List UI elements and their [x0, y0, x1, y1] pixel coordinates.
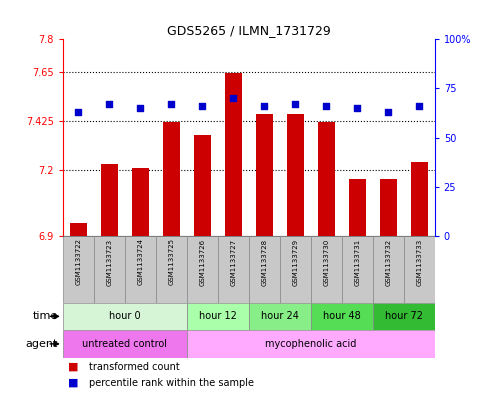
Point: [229, 95, 237, 101]
Text: GSM1133731: GSM1133731: [354, 239, 360, 286]
Bar: [411, 162, 428, 236]
Bar: [63, 236, 94, 303]
Text: agent: agent: [26, 339, 58, 349]
Bar: [404, 236, 435, 303]
Bar: [280, 236, 311, 303]
Text: mycophenolic acid: mycophenolic acid: [265, 339, 356, 349]
Bar: [187, 303, 249, 330]
Point: [136, 105, 144, 111]
Bar: [256, 114, 273, 236]
Bar: [380, 179, 397, 236]
Bar: [187, 236, 218, 303]
Bar: [225, 73, 242, 236]
Bar: [349, 179, 366, 236]
Point: [105, 101, 113, 107]
Bar: [218, 236, 249, 303]
Text: hour 48: hour 48: [323, 311, 361, 321]
Text: GSM1133729: GSM1133729: [292, 239, 298, 286]
Text: GSM1133733: GSM1133733: [416, 239, 422, 286]
Text: untreated control: untreated control: [82, 339, 167, 349]
Bar: [287, 114, 304, 236]
Text: time: time: [33, 311, 58, 321]
Bar: [311, 303, 373, 330]
Bar: [101, 164, 118, 236]
Text: GSM1133726: GSM1133726: [199, 239, 205, 286]
Bar: [94, 236, 125, 303]
Bar: [63, 303, 187, 330]
Bar: [125, 236, 156, 303]
Bar: [318, 122, 335, 236]
Point: [199, 103, 206, 109]
Point: [291, 101, 299, 107]
Text: ■: ■: [68, 378, 78, 388]
Text: GSM1133727: GSM1133727: [230, 239, 236, 286]
Bar: [132, 168, 149, 236]
Point: [260, 103, 268, 109]
Bar: [70, 223, 87, 236]
Title: GDS5265 / ILMN_1731729: GDS5265 / ILMN_1731729: [167, 24, 331, 37]
Bar: [373, 236, 404, 303]
Bar: [249, 236, 280, 303]
Point: [415, 103, 423, 109]
Text: hour 24: hour 24: [261, 311, 298, 321]
Point: [384, 109, 392, 115]
Text: hour 0: hour 0: [109, 311, 141, 321]
Text: percentile rank within the sample: percentile rank within the sample: [89, 378, 255, 388]
Bar: [163, 122, 180, 236]
Bar: [249, 303, 311, 330]
Bar: [342, 236, 373, 303]
Text: transformed count: transformed count: [89, 362, 180, 372]
Point: [168, 101, 175, 107]
Point: [74, 109, 82, 115]
Bar: [373, 303, 435, 330]
Text: hour 72: hour 72: [384, 311, 423, 321]
Text: GSM1133723: GSM1133723: [106, 239, 112, 286]
Text: GSM1133724: GSM1133724: [137, 239, 143, 285]
Text: GSM1133722: GSM1133722: [75, 239, 81, 285]
Bar: [187, 330, 435, 358]
Text: GSM1133728: GSM1133728: [261, 239, 267, 286]
Bar: [194, 135, 211, 236]
Point: [354, 105, 361, 111]
Bar: [156, 236, 187, 303]
Text: GSM1133732: GSM1133732: [385, 239, 391, 286]
Text: GSM1133730: GSM1133730: [323, 239, 329, 286]
Point: [322, 103, 330, 109]
Text: GSM1133725: GSM1133725: [168, 239, 174, 285]
Text: hour 12: hour 12: [199, 311, 237, 321]
Bar: [311, 236, 342, 303]
Bar: [63, 330, 187, 358]
Text: ■: ■: [68, 362, 78, 372]
